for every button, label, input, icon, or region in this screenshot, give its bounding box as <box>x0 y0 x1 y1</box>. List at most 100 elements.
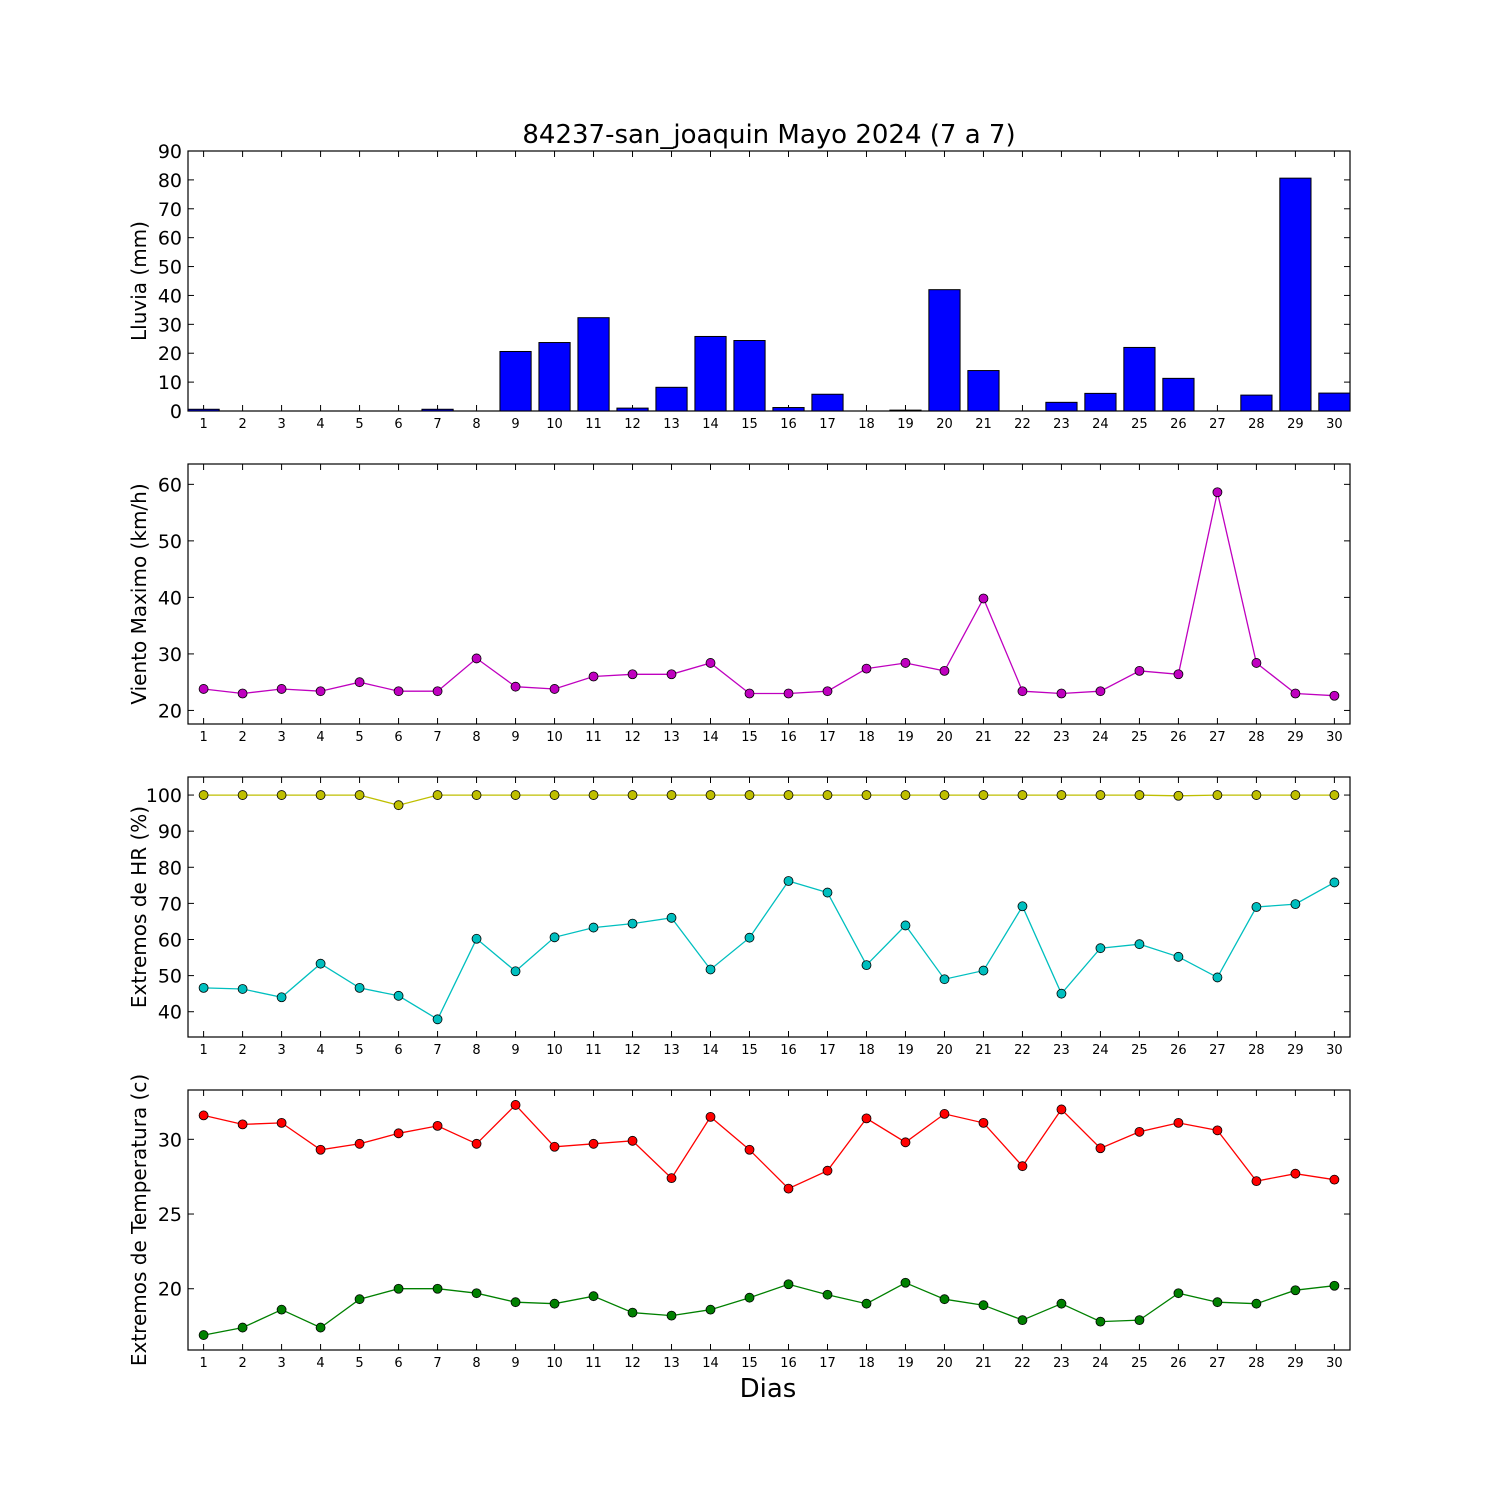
temperature-series-0-point-day-26 <box>1173 1117 1184 1128</box>
temperature-series-1-point-day-6 <box>393 1283 404 1294</box>
rain-x-tick-label: 28 <box>1248 417 1265 432</box>
rain-y-tick-label: 90 <box>158 141 182 163</box>
wind-x-tick-label: 23 <box>1053 730 1070 745</box>
humidity-series-0-point-day-5 <box>354 790 365 800</box>
wind-series-0-point-day-23 <box>1056 688 1067 699</box>
humidity-series-0-point-day-9 <box>510 790 521 800</box>
humidity-series-1-line <box>203 880 1335 1021</box>
humidity-series-0-point-day-22 <box>1017 790 1028 800</box>
humidity-x-tick-label: 12 <box>624 1043 641 1058</box>
x-axis-label: Dias <box>740 1374 797 1404</box>
humidity-series-1-point-day-8 <box>471 933 482 944</box>
temperature-x-tick-label: 9 <box>511 1356 519 1371</box>
rain-bar-day-14 <box>694 335 727 412</box>
humidity-x-tick-label: 21 <box>975 1043 992 1058</box>
wind-y-tick-label: 50 <box>158 531 182 553</box>
humidity-x-tick-label: 2 <box>238 1043 246 1058</box>
rain-x-tick-label: 3 <box>277 417 285 432</box>
humidity-x-tick-label: 9 <box>511 1043 519 1058</box>
wind-series-0-point-day-8 <box>471 653 482 664</box>
temperature-series-1-point-day-2 <box>237 1322 248 1333</box>
rain-x-tick-label: 5 <box>355 417 363 432</box>
humidity-series-1-point-day-29 <box>1290 899 1301 910</box>
humidity-series-0-point-day-2 <box>237 790 248 800</box>
humidity-series-1-point-day-10 <box>549 932 560 943</box>
wind-series-0-point-day-28 <box>1251 658 1262 668</box>
humidity-series-0-point-day-6 <box>393 800 404 811</box>
humidity-series-1-point-day-13 <box>666 912 677 923</box>
rain-bar-day-9 <box>499 350 532 412</box>
wind-x-tick-label: 15 <box>741 730 758 745</box>
temperature-series-1-point-day-18 <box>861 1298 872 1309</box>
temperature-x-tick-label: 29 <box>1287 1356 1304 1371</box>
humidity-x-tick-label: 30 <box>1326 1043 1343 1058</box>
humidity-series-1-point-day-30 <box>1329 877 1340 888</box>
humidity-x-tick-label: 4 <box>316 1043 324 1058</box>
wind-x-tick-label: 26 <box>1170 730 1187 745</box>
rain-x-tick-label: 7 <box>433 417 441 432</box>
temperature-x-tick-label: 2 <box>238 1356 246 1371</box>
rain-y-tick-label: 60 <box>158 228 182 250</box>
temperature-series-1-point-day-23 <box>1056 1298 1067 1309</box>
temperature-series-0-point-day-28 <box>1251 1176 1262 1187</box>
humidity-series-1-point-day-19 <box>900 920 911 931</box>
temperature-x-tick-label: 14 <box>702 1356 719 1371</box>
humidity-series-0-point-day-11 <box>588 790 599 800</box>
temperature-x-tick-label: 22 <box>1014 1356 1031 1371</box>
temperature-series-1-point-day-4 <box>315 1322 326 1333</box>
temperature-x-tick-label: 13 <box>663 1356 680 1371</box>
humidity-series-0-point-day-4 <box>315 790 326 800</box>
temperature-x-tick-label: 5 <box>355 1356 363 1371</box>
rain-x-tick-label: 17 <box>819 417 836 432</box>
rain-x-tick-label: 8 <box>472 417 480 432</box>
humidity-x-tick-label: 27 <box>1209 1043 1226 1058</box>
temperature-y-tick-label: 30 <box>158 1129 182 1151</box>
wind-x-tick-label: 13 <box>663 730 680 745</box>
rain-x-tick-label: 6 <box>394 417 402 432</box>
wind-series-0-point-day-19 <box>900 658 911 668</box>
temperature-x-tick-label: 21 <box>975 1356 992 1371</box>
temperature-x-tick-label: 18 <box>858 1356 875 1371</box>
humidity-y-tick-label: 70 <box>158 893 182 915</box>
humidity-series-1-point-day-15 <box>744 932 755 943</box>
wind-series-0-point-day-25 <box>1134 665 1145 676</box>
rain-bar-day-15 <box>733 340 766 412</box>
humidity-series-1-point-day-4 <box>315 958 326 969</box>
humidity-series-0-point-day-16 <box>783 790 794 800</box>
rain-x-tick-label: 23 <box>1053 417 1070 432</box>
temperature-x-tick-label: 11 <box>585 1356 602 1371</box>
rain-y-tick-label: 80 <box>158 170 182 192</box>
temperature-series-0-point-day-15 <box>744 1144 755 1155</box>
wind-x-tick-label: 27 <box>1209 730 1226 745</box>
rain-bar-day-7 <box>421 408 454 412</box>
temperature-x-tick-label: 6 <box>394 1356 402 1371</box>
wind-x-tick-label: 14 <box>702 730 719 745</box>
humidity-series-0-line <box>203 794 1335 806</box>
humidity-x-tick-label: 10 <box>546 1043 563 1058</box>
temperature-x-tick-label: 19 <box>897 1356 914 1371</box>
humidity-series-1-point-day-6 <box>393 990 404 1001</box>
temperature-x-tick-label: 17 <box>819 1356 836 1371</box>
humidity-series-0-point-day-15 <box>744 790 755 800</box>
humidity-series-1-point-day-12 <box>627 918 638 929</box>
wind-x-tick-label: 3 <box>277 730 285 745</box>
humidity-series-1-point-day-2 <box>237 984 248 994</box>
temperature-series-0-point-day-17 <box>822 1165 833 1176</box>
temperature-series-1-point-day-22 <box>1017 1315 1028 1326</box>
humidity-x-tick-label: 17 <box>819 1043 836 1058</box>
humidity-series-0-point-day-7 <box>432 790 443 800</box>
rain-bar-day-19 <box>889 409 922 412</box>
wind-plot-frame <box>187 463 1351 725</box>
temperature-x-tick-label: 30 <box>1326 1356 1343 1371</box>
humidity-series-0-point-day-13 <box>666 790 677 800</box>
wind-series-0-point-day-29 <box>1290 688 1301 699</box>
rain-y-tick-label: 10 <box>158 372 182 394</box>
humidity-x-tick-label: 14 <box>702 1043 719 1058</box>
rain-x-tick-label: 16 <box>780 417 797 432</box>
wind-y-axis-label: Viento Maximo (km/h) <box>127 483 151 704</box>
temperature-series-1-point-day-28 <box>1251 1298 1262 1309</box>
humidity-x-tick-label: 18 <box>858 1043 875 1058</box>
